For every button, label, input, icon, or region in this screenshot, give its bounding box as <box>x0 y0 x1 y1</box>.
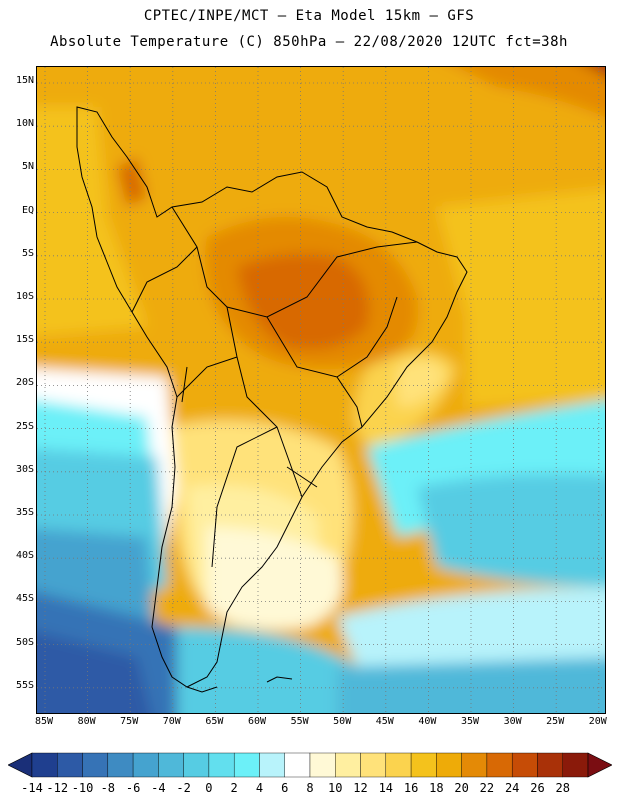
latitude-label: 15N <box>15 75 34 86</box>
colorbar-label: -4 <box>151 781 166 795</box>
longitude-label: 50W <box>333 716 352 727</box>
latitude-label: 45S <box>15 593 34 605</box>
colorbar-label: 6 <box>281 781 289 795</box>
colorbar-swatch <box>335 752 361 778</box>
longitude-label: 60W <box>247 716 267 727</box>
longitude-label: 70W <box>162 716 181 727</box>
longitude-label: 45W <box>375 716 394 727</box>
color-scale-bar <box>8 752 612 778</box>
colorbar-swatch <box>158 752 184 778</box>
temperature-field <box>37 67 605 713</box>
colorbar-swatch <box>107 752 134 778</box>
latitude-label: 50S <box>15 636 34 648</box>
colorbar-label: -8 <box>100 781 116 795</box>
colorbar-swatch <box>360 752 387 778</box>
latitude-label: 10N <box>15 118 34 130</box>
colorbar-swatch <box>537 752 563 778</box>
colorbar-label: 8 <box>306 781 314 795</box>
colorbar-label: -2 <box>176 781 191 795</box>
colorbar-under-arrow <box>8 752 33 778</box>
colorbar-label: -14 <box>21 781 43 795</box>
longitude-label: 55W <box>290 716 309 727</box>
colorbar-swatch <box>436 752 462 778</box>
colorbar-swatch <box>259 752 285 778</box>
latitude-label: 15S <box>15 334 34 346</box>
colorbar-label: -6 <box>125 781 141 795</box>
colorbar-swatch <box>309 752 336 778</box>
temperature-map <box>36 66 606 714</box>
colorbar-label: 12 <box>353 781 368 795</box>
colorbar-swatch <box>57 752 83 778</box>
longitude-label: 20W <box>588 716 607 727</box>
lat-lon-grid <box>37 67 605 713</box>
latitude-label: 35S <box>15 507 34 518</box>
colorbar-swatch <box>486 752 513 778</box>
colorbar-label: 10 <box>328 781 343 795</box>
coastlines <box>76 106 468 693</box>
map-title: CPTEC/INPE/MCT – Eta Model 15km – GFS <box>143 8 475 24</box>
colorbar-swatch <box>562 752 589 778</box>
colorbar-swatch <box>233 752 260 778</box>
colorbar-label: 28 <box>555 781 570 795</box>
colorbar-swatch <box>183 752 210 778</box>
colorbar-label: 26 <box>530 781 545 795</box>
latitude-label: 10S <box>15 291 34 302</box>
colorbar-swatch <box>31 752 58 778</box>
latitude-label: 25S <box>15 420 34 432</box>
longitude-label: 25W <box>546 716 565 727</box>
colorbar-swatch <box>284 752 311 778</box>
colorbar-label: 24 <box>504 781 520 795</box>
longitude-label: 75W <box>120 716 139 727</box>
colorbar-label: 20 <box>454 781 469 795</box>
latitude-label: 5N <box>21 161 34 173</box>
colorbar-label: 14 <box>378 781 394 795</box>
latitude-label: 5S <box>21 247 34 259</box>
latitude-label: 20S <box>15 377 34 389</box>
longitude-label: 80W <box>77 716 96 727</box>
latitude-label: EQ <box>21 204 34 216</box>
longitude-label: 85W <box>34 716 54 727</box>
colorbar-swatch <box>385 752 412 778</box>
longitude-label: 30W <box>503 716 522 727</box>
longitude-label: 65W <box>205 716 224 727</box>
colorbar-swatch <box>132 752 159 778</box>
colorbar-swatch <box>208 752 235 778</box>
colorbar-label: 22 <box>479 781 495 795</box>
colorbar-label: 16 <box>403 781 419 795</box>
map-subtitle: Absolute Temperature (C) 850hPa – 22/08/… <box>50 34 568 50</box>
colorbar-swatch <box>461 752 488 778</box>
colorbar-label: 0 <box>205 781 213 795</box>
colorbar-label: 18 <box>429 781 444 795</box>
colorbar-over-arrow <box>587 752 612 778</box>
latitude-label: 30S <box>15 463 34 475</box>
latitude-label: 40S <box>15 550 34 562</box>
colorbar-label: 2 <box>230 781 238 795</box>
longitude-label: 40W <box>418 716 437 727</box>
longitude-label: 35W <box>460 716 480 727</box>
colorbar-label: 4 <box>255 781 264 795</box>
colorbar-label: -12 <box>46 781 69 795</box>
colorbar-swatch <box>410 752 437 778</box>
colorbar-swatch <box>82 752 109 778</box>
latitude-label: 55S <box>15 679 34 691</box>
colorbar-label: -10 <box>71 781 94 795</box>
colorbar-swatch <box>511 752 538 778</box>
